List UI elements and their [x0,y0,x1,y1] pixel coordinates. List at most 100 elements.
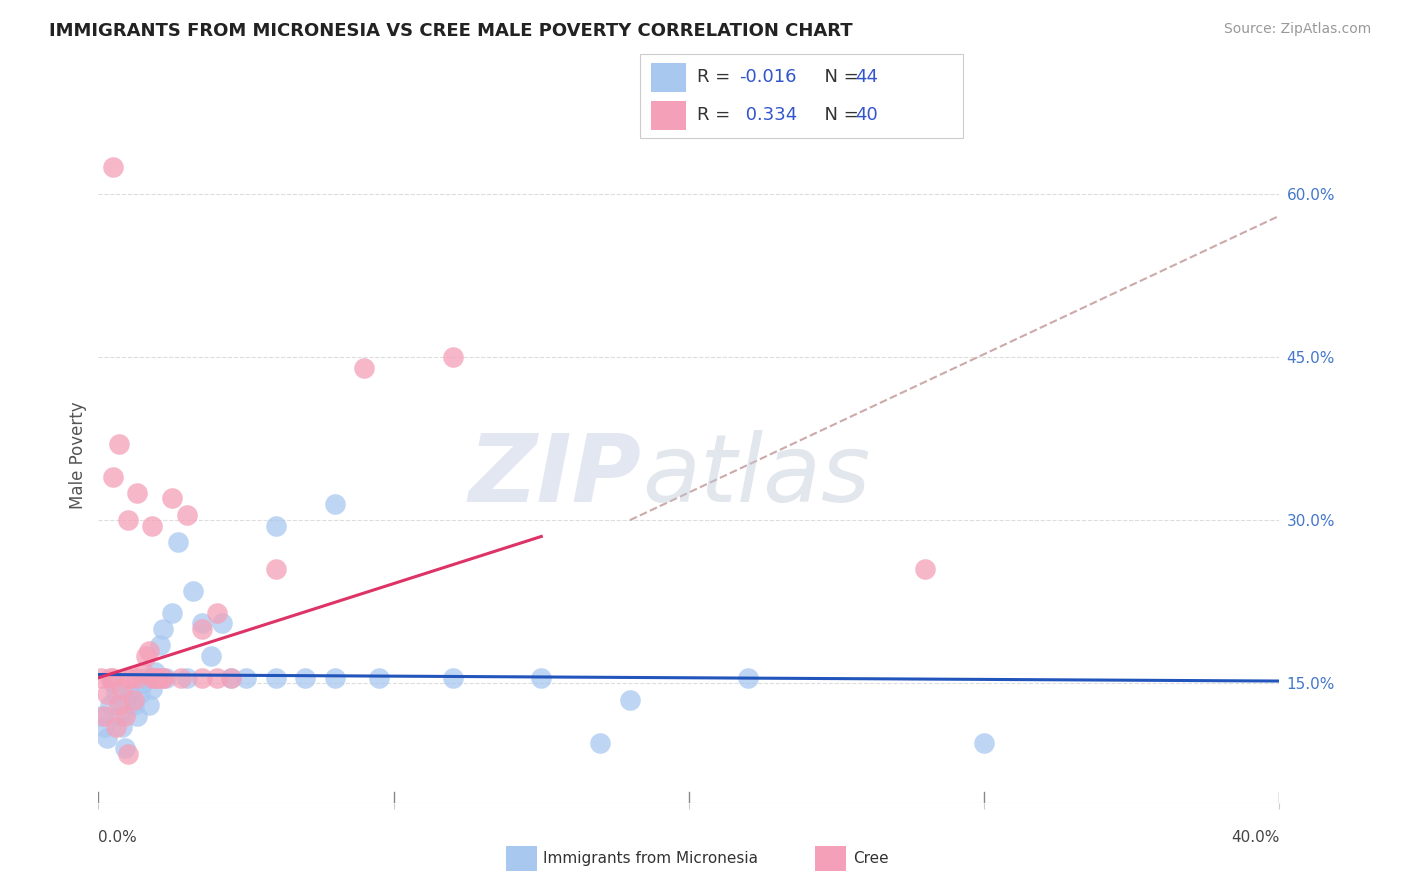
Point [114,708,136,723]
Text: Cree: Cree [853,851,889,865]
Point [125,708,148,723]
Point [323,671,346,685]
Point [146,671,169,685]
Point [138,643,160,657]
Point [125,486,148,500]
Point [530,671,553,685]
Text: 40: 40 [855,105,877,123]
Point [294,671,316,685]
Point [132,665,155,680]
Point [122,698,145,712]
Point [589,736,612,750]
Point [108,708,131,723]
Point [152,622,174,636]
Point [167,534,190,549]
Point [914,562,936,576]
Point [138,698,160,712]
Text: 44: 44 [855,69,877,87]
Text: Source: ZipAtlas.com: Source: ZipAtlas.com [1223,22,1371,37]
Point [135,648,157,663]
Point [132,676,155,690]
Point [114,741,136,756]
Point [323,497,346,511]
Text: -0.016: -0.016 [740,69,797,87]
Point [973,736,995,750]
Point [149,638,172,652]
Point [98,671,121,685]
Point [737,671,759,685]
Point [96,687,118,701]
Point [200,648,222,663]
Point [103,469,125,483]
Point [103,671,125,685]
Point [105,720,128,734]
Text: R =: R = [697,105,737,123]
Point [152,671,174,685]
Point [441,350,464,364]
Point [111,681,134,696]
Point [181,583,204,598]
Point [176,508,198,522]
Text: N =: N = [813,105,865,123]
Y-axis label: Male Poverty: Male Poverty [69,401,87,508]
Point [353,361,375,376]
Text: R =: R = [697,69,737,87]
Point [117,747,139,761]
Point [108,698,131,712]
Point [141,671,163,685]
Point [143,665,166,680]
Point [90,671,112,685]
Point [264,562,287,576]
Point [191,671,214,685]
Point [155,671,177,685]
Point [98,698,121,712]
Point [93,720,115,734]
Point [205,671,228,685]
Text: Immigrants from Micronesia: Immigrants from Micronesia [543,851,758,865]
Point [205,606,228,620]
Point [219,671,242,685]
Point [211,616,233,631]
Text: 0.0%: 0.0% [98,830,138,845]
Point [219,671,242,685]
Point [146,671,169,685]
Point [90,708,112,723]
Point [170,671,193,685]
Point [152,671,174,685]
Text: 40.0%: 40.0% [1232,830,1279,845]
Point [108,437,131,451]
Point [441,671,464,685]
Point [117,671,139,685]
Point [235,671,257,685]
Point [368,671,391,685]
Point [96,731,118,745]
Point [619,692,641,706]
Point [125,671,148,685]
Point [162,606,183,620]
Text: atlas: atlas [641,430,870,521]
Point [122,692,145,706]
Point [191,616,214,631]
Point [128,687,150,701]
Point [191,622,214,636]
Text: 0.334: 0.334 [740,105,797,123]
Point [103,160,125,174]
Text: IMMIGRANTS FROM MICRONESIA VS CREE MALE POVERTY CORRELATION CHART: IMMIGRANTS FROM MICRONESIA VS CREE MALE … [49,22,853,40]
Text: ZIP: ZIP [468,430,641,522]
Point [120,687,142,701]
Point [141,518,163,533]
Point [111,720,134,734]
Point [141,681,163,696]
Point [264,518,287,533]
Point [264,671,287,685]
Point [117,692,139,706]
Point [143,671,166,685]
Point [117,513,139,527]
Text: N =: N = [813,69,865,87]
Point [105,687,128,701]
Point [135,671,157,685]
Point [162,491,183,506]
Point [176,671,198,685]
Point [93,708,115,723]
Point [120,671,142,685]
